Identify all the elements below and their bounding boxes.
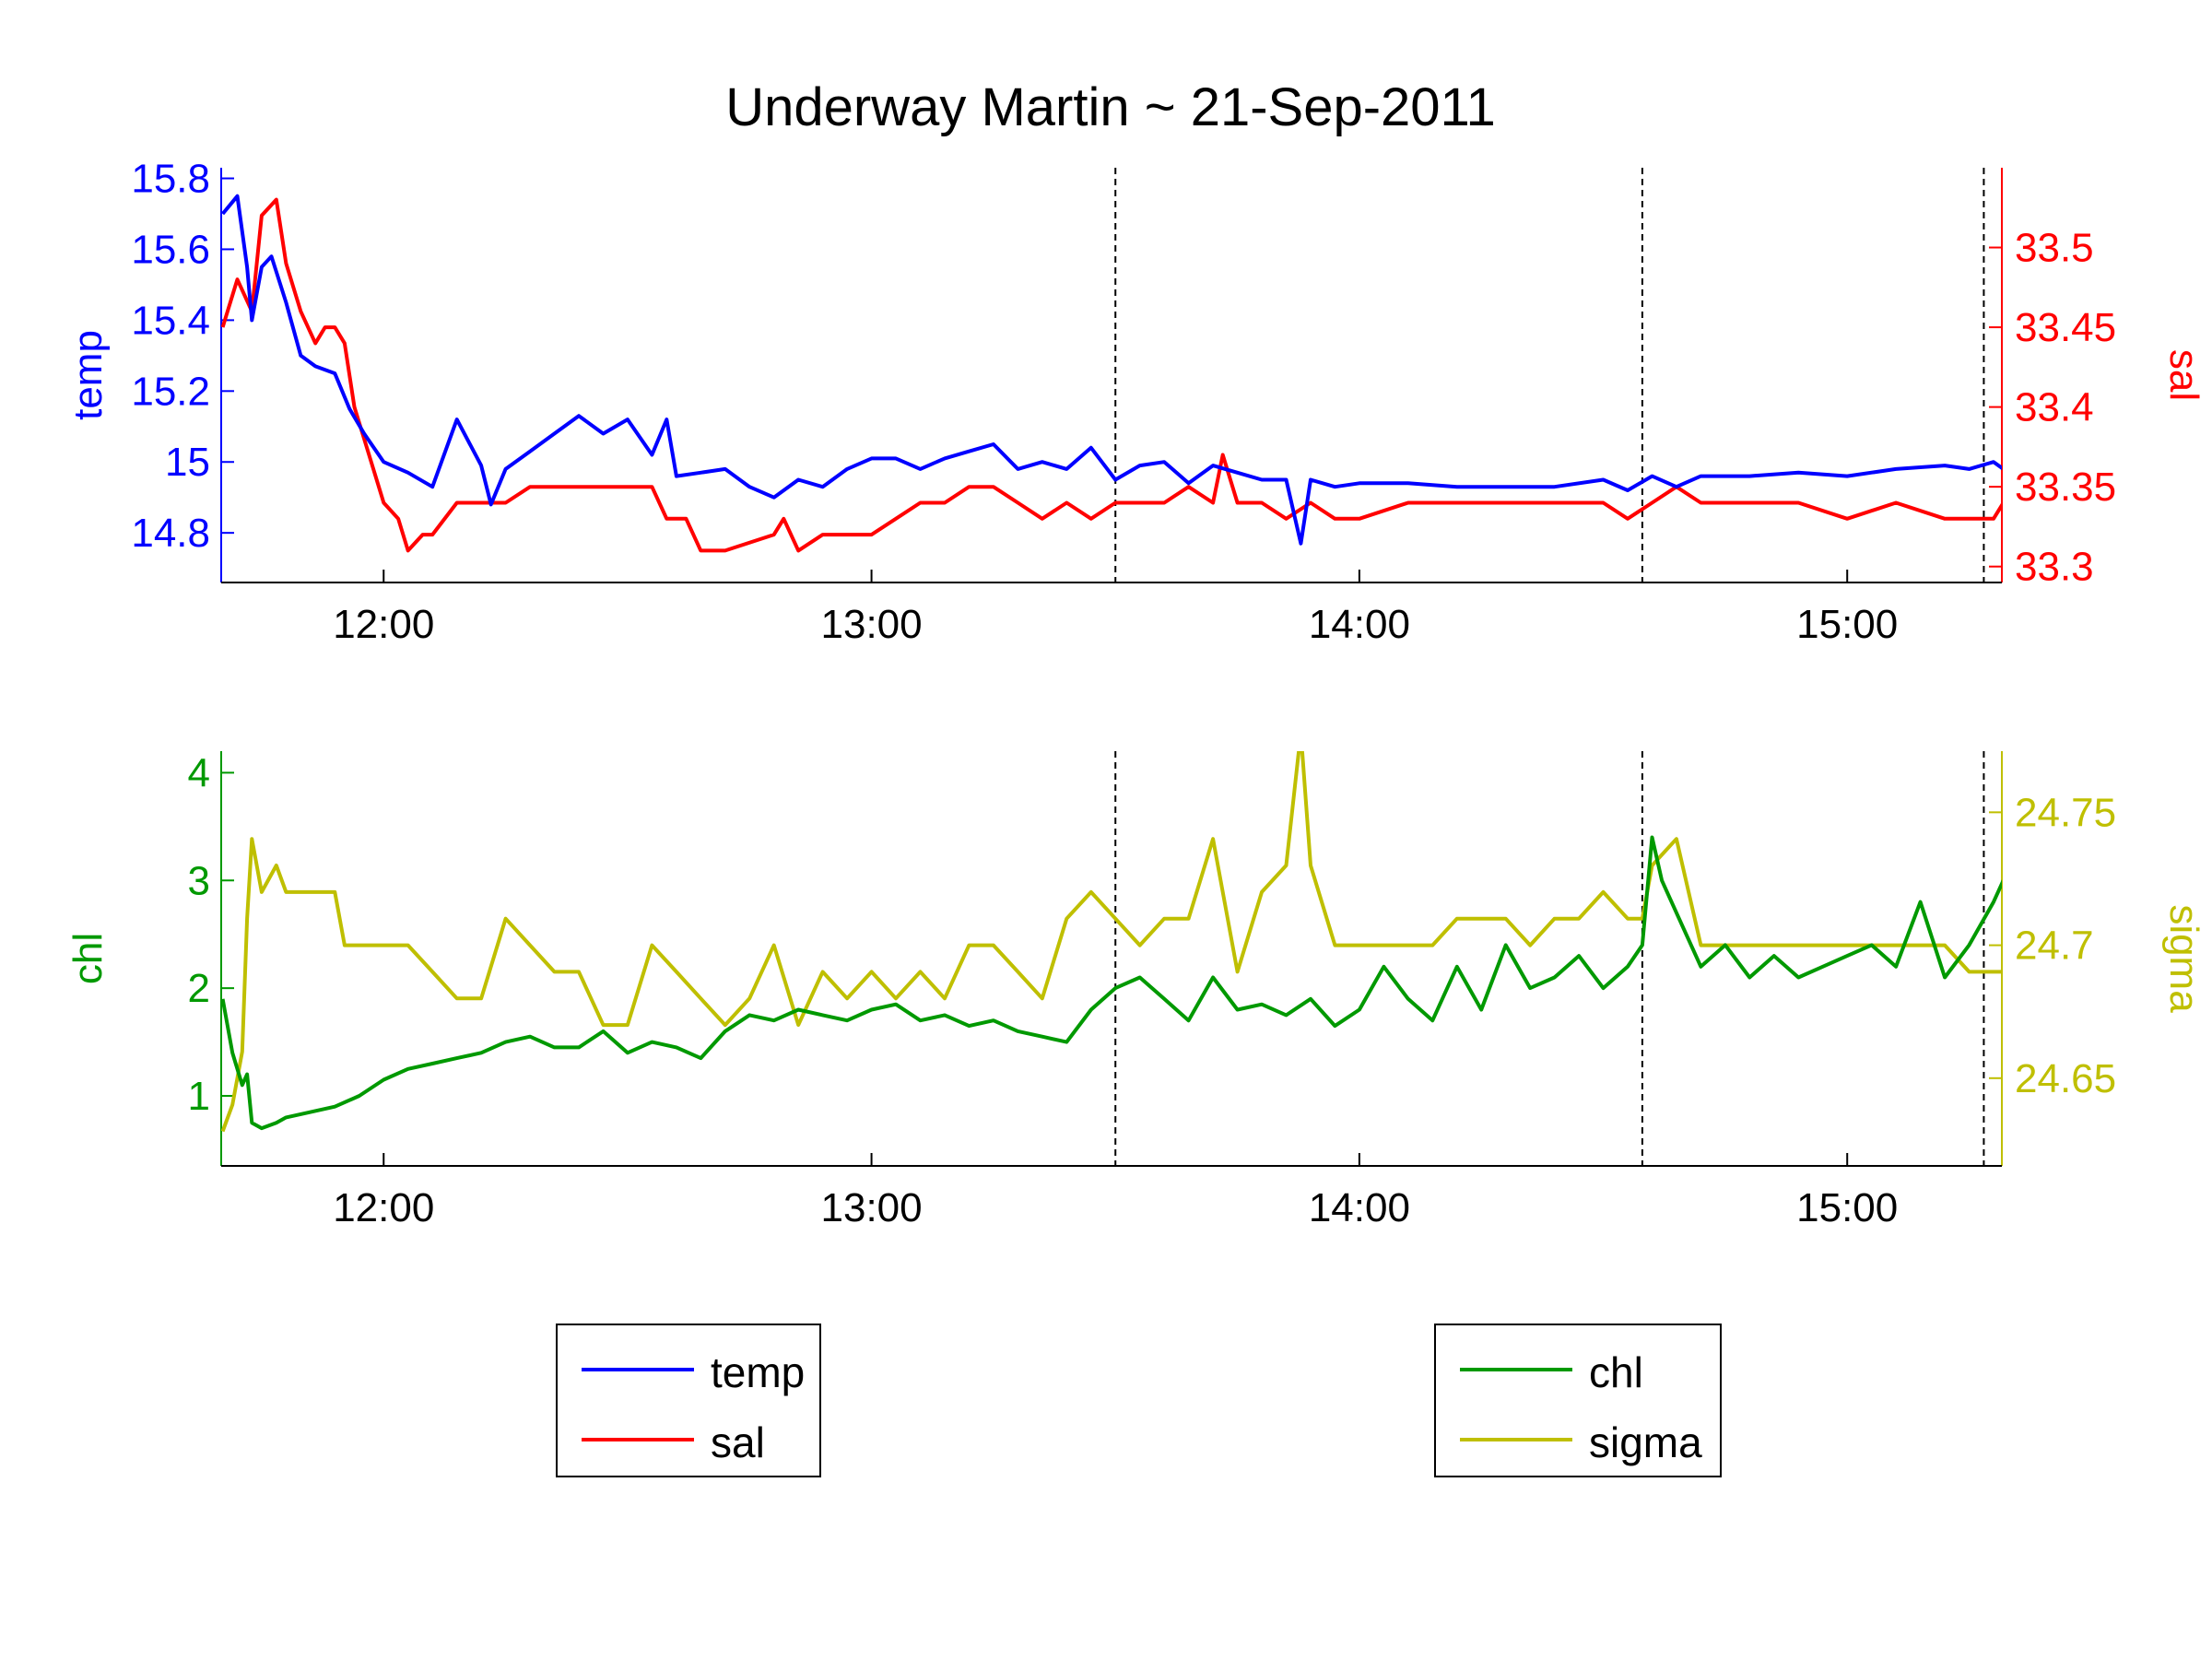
left-y-tick-label: 15.2 [131,369,210,414]
legend-temp-sal: temp sal [556,1324,821,1477]
series-line-temp [221,194,2002,546]
legend-swatch-temp [582,1368,694,1371]
series-line-chl [221,835,2002,1131]
left-y-tick-label: 14.8 [131,511,210,556]
top-plot: 12:00 13:00 14:00 15:00 14.8 15 15.2 15.4 15.6 15… [65,157,2206,647]
series-line-sigma [221,751,2002,1133]
legend-item-temp: temp [558,1342,819,1397]
left-y-tick-label: 15.6 [131,227,210,272]
legend-label-temp: temp [711,1348,806,1396]
left-y-tick-label: 1 [188,1074,210,1119]
legend-chl-sigma: chl sigma [1434,1324,1722,1477]
left-y-tick-label: 2 [188,966,210,1011]
right-y-tick-label: 24.65 [2015,1056,2116,1101]
legend-swatch-sal [582,1438,694,1441]
right-y-tick-label: 33.45 [2015,305,2116,350]
left-y-tick-label: 3 [188,858,210,903]
legend-swatch-sigma [1460,1438,1572,1441]
x-tick-label: 12:00 [333,602,434,647]
bottom-plot: 12:00 13:00 14:00 15:00 1 2 3 4 chl 24.65 24.7 24.7… [65,750,2206,1230]
legend-label-sal: sal [711,1418,765,1466]
right-y-tick-label: 24.75 [2015,790,2116,835]
x-tick-label: 12:00 [333,1185,434,1230]
right-y-axis-label: sigma [2161,904,2206,1013]
legend-swatch-chl [1460,1368,1572,1371]
right-y-tick-label: 24.7 [2015,924,2094,969]
x-tick-label: 13:00 [821,1185,923,1230]
right-y-tick-label: 33.5 [2015,226,2094,271]
right-y-axis-label: sal [2161,349,2206,401]
right-y-tick-label: 33.3 [2015,545,2094,590]
right-y-tick-label: 33.4 [2015,385,2094,430]
left-y-axis-label: temp [65,330,111,420]
x-tick-label: 14:00 [1309,602,1410,647]
left-y-tick-label: 15 [165,440,210,485]
x-tick-label: 15:00 [1796,602,1898,647]
x-tick-label: 15:00 [1796,1185,1898,1230]
legend-label-chl: chl [1589,1348,1643,1396]
right-y-tick-label: 33.35 [2015,465,2116,510]
legend-item-sigma: sigma [1436,1412,1720,1467]
left-y-tick-label: 4 [188,750,210,795]
x-tick-label: 14:00 [1309,1185,1410,1230]
legend-item-chl: chl [1436,1342,1720,1397]
left-y-tick-label: 15.4 [131,298,210,343]
left-y-tick-label: 15.8 [131,157,210,202]
legend-label-sigma: sigma [1589,1418,1702,1466]
legend-item-sal: sal [558,1412,819,1467]
chart-title: Underway Martin ~ 21-Sep-2011 [725,77,1496,137]
left-y-axis-label: chl [65,933,111,984]
x-tick-label: 13:00 [821,602,923,647]
